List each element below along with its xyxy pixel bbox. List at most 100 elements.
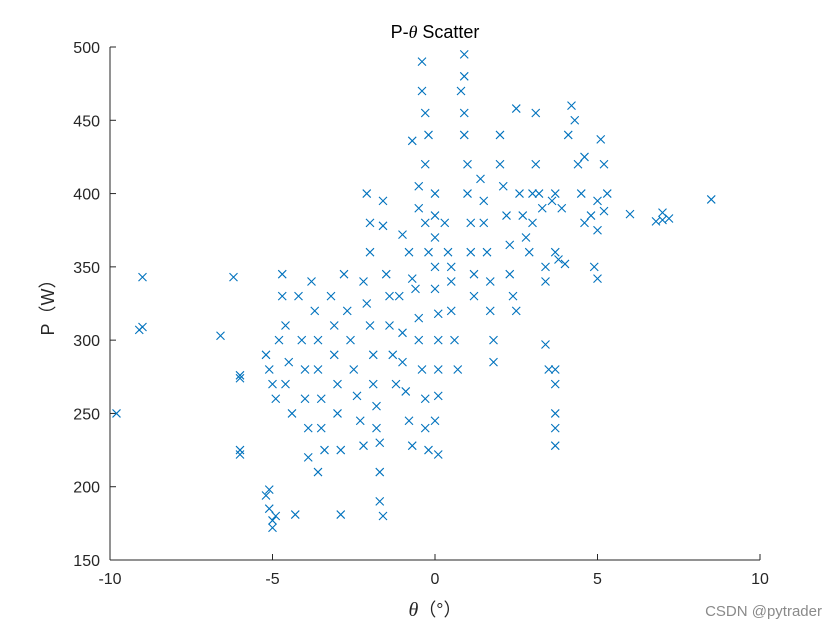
axes xyxy=(109,47,760,561)
data-point xyxy=(404,247,414,257)
data-point xyxy=(329,350,339,360)
data-point xyxy=(316,394,326,404)
data-point xyxy=(599,159,609,169)
data-point xyxy=(320,445,329,455)
y-tick-label: 250 xyxy=(73,406,100,423)
data-point xyxy=(261,491,271,500)
data-point xyxy=(375,467,385,477)
data-point xyxy=(229,272,238,282)
data-point xyxy=(430,416,440,426)
data-point xyxy=(498,181,508,191)
data-point xyxy=(310,306,320,316)
data-point xyxy=(424,247,433,257)
y-tick-label: 400 xyxy=(73,187,100,204)
data-point xyxy=(541,340,550,349)
data-point xyxy=(589,262,599,272)
data-point xyxy=(580,218,589,228)
data-point xyxy=(388,350,398,360)
data-point xyxy=(541,277,550,286)
data-point xyxy=(365,218,375,228)
data-point xyxy=(459,49,469,59)
x-tick-label: 10 xyxy=(751,571,769,588)
data-point xyxy=(508,291,518,301)
data-point xyxy=(528,189,537,198)
y-axis-label: P（W） xyxy=(38,271,58,336)
data-point xyxy=(664,214,674,223)
data-point xyxy=(446,277,456,286)
data-point xyxy=(485,277,495,286)
data-point xyxy=(134,325,144,335)
data-point xyxy=(336,445,346,455)
data-point xyxy=(372,401,381,411)
data-point xyxy=(264,365,274,374)
data-point xyxy=(138,272,147,282)
data-point xyxy=(398,230,407,239)
data-point xyxy=(450,335,459,345)
data-point xyxy=(235,445,245,455)
data-point xyxy=(414,335,424,345)
data-point xyxy=(453,365,463,374)
data-point xyxy=(372,423,381,433)
data-point xyxy=(333,409,342,418)
data-point xyxy=(368,379,378,389)
data-point xyxy=(368,350,378,360)
data-point xyxy=(398,357,407,367)
x-axis-label: θ（°） xyxy=(408,599,461,621)
data-point xyxy=(706,195,716,204)
data-point xyxy=(518,211,528,220)
data-point xyxy=(563,130,573,140)
data-point xyxy=(235,450,245,459)
data-point xyxy=(446,306,456,316)
data-point xyxy=(264,485,274,495)
data-point xyxy=(271,394,281,404)
data-point xyxy=(404,416,414,426)
y-tick-label: 500 xyxy=(73,40,100,57)
data-point xyxy=(463,189,472,198)
data-point xyxy=(417,365,427,374)
data-point xyxy=(495,159,505,169)
data-point xyxy=(489,335,498,345)
data-point xyxy=(446,262,456,272)
data-point xyxy=(290,510,300,519)
data-point xyxy=(375,438,385,448)
data-point xyxy=(362,189,372,198)
data-point xyxy=(336,510,346,519)
data-point xyxy=(362,299,372,308)
data-point xyxy=(359,441,368,451)
data-point xyxy=(271,511,281,521)
data-point xyxy=(602,189,612,198)
data-point xyxy=(375,496,385,506)
data-point xyxy=(459,71,469,81)
data-point xyxy=(385,321,394,330)
data-point xyxy=(112,409,121,418)
chart-title: P-θ Scatter xyxy=(391,22,480,42)
data-point xyxy=(326,291,336,301)
data-point xyxy=(440,218,450,228)
data-point xyxy=(580,152,589,162)
data-point xyxy=(576,189,586,198)
data-point xyxy=(264,504,274,514)
data-point xyxy=(287,409,297,418)
data-point xyxy=(537,203,547,213)
data-point xyxy=(544,365,554,374)
data-point xyxy=(424,130,433,140)
data-point xyxy=(625,209,635,219)
data-point xyxy=(550,247,560,257)
data-point xyxy=(550,423,560,433)
data-point xyxy=(261,350,271,360)
data-point xyxy=(524,247,534,257)
x-ticks: -10 -5 0 5 10 xyxy=(98,554,769,588)
data-point xyxy=(216,331,225,341)
data-point xyxy=(599,206,609,216)
data-point xyxy=(300,394,310,404)
data-point xyxy=(560,259,570,269)
data-point xyxy=(570,115,580,125)
data-point xyxy=(313,467,323,477)
data-point xyxy=(430,189,440,198)
data-point xyxy=(557,203,567,213)
data-point xyxy=(593,196,602,206)
data-point xyxy=(567,101,576,111)
data-point xyxy=(297,335,307,345)
data-point xyxy=(378,221,388,231)
